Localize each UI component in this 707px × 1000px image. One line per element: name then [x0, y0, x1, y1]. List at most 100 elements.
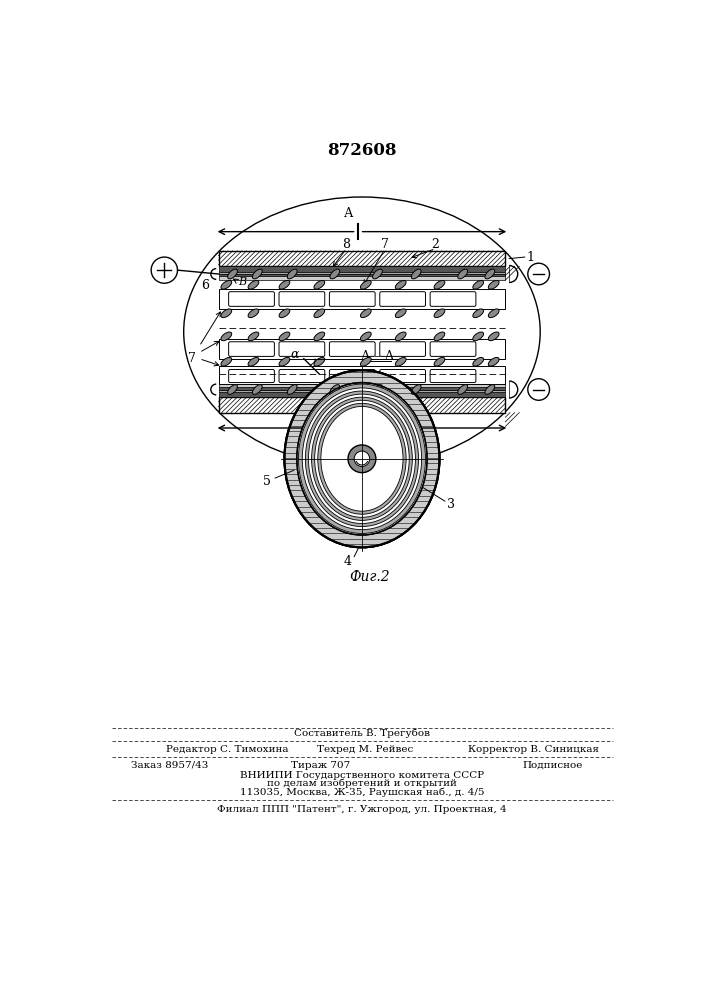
Ellipse shape — [221, 280, 232, 289]
Ellipse shape — [315, 400, 409, 517]
Ellipse shape — [221, 357, 232, 366]
Text: А: А — [344, 207, 354, 220]
Text: ВНИИПИ Государственного комитета СССР: ВНИИПИ Государственного комитета СССР — [240, 771, 484, 780]
Bar — [218, 276, 506, 280]
Ellipse shape — [248, 280, 259, 289]
Ellipse shape — [361, 280, 371, 289]
Ellipse shape — [411, 269, 421, 279]
Ellipse shape — [395, 280, 406, 289]
Bar — [218, 339, 506, 359]
Text: 2: 2 — [432, 238, 440, 251]
Bar — [218, 289, 506, 309]
Bar — [218, 266, 506, 272]
Ellipse shape — [489, 280, 499, 289]
Ellipse shape — [485, 385, 495, 394]
Ellipse shape — [434, 332, 445, 341]
FancyBboxPatch shape — [430, 342, 476, 356]
Text: 4: 4 — [344, 555, 352, 568]
Ellipse shape — [279, 280, 290, 289]
Ellipse shape — [252, 269, 262, 279]
Ellipse shape — [221, 332, 232, 341]
Ellipse shape — [314, 332, 325, 341]
Circle shape — [348, 445, 376, 473]
Ellipse shape — [284, 370, 440, 547]
Text: Редактор С. Тимохина: Редактор С. Тимохина — [166, 745, 288, 754]
Ellipse shape — [314, 357, 325, 366]
Text: Подписное: Подписное — [522, 761, 583, 770]
Ellipse shape — [297, 383, 427, 535]
Text: 7: 7 — [187, 352, 195, 365]
Circle shape — [354, 451, 370, 467]
Ellipse shape — [411, 385, 421, 394]
Ellipse shape — [314, 280, 325, 289]
Ellipse shape — [434, 309, 445, 318]
FancyBboxPatch shape — [228, 342, 274, 356]
Ellipse shape — [489, 332, 499, 341]
Text: А: А — [344, 440, 354, 453]
Ellipse shape — [395, 357, 406, 366]
Text: 3: 3 — [447, 498, 455, 512]
Ellipse shape — [473, 357, 484, 366]
Text: 1: 1 — [526, 251, 534, 264]
FancyBboxPatch shape — [329, 292, 375, 306]
Text: А – А: А – А — [361, 350, 394, 363]
Ellipse shape — [314, 309, 325, 318]
Ellipse shape — [458, 385, 467, 394]
FancyBboxPatch shape — [228, 369, 274, 383]
Text: 872608: 872608 — [327, 142, 397, 159]
Bar — [218, 387, 506, 389]
Ellipse shape — [458, 269, 467, 279]
Bar — [218, 392, 506, 397]
Ellipse shape — [303, 388, 421, 530]
FancyBboxPatch shape — [430, 292, 476, 306]
Ellipse shape — [221, 309, 232, 318]
Text: Заказ 8957/43: Заказ 8957/43 — [131, 761, 209, 770]
Bar — [218, 274, 506, 276]
Ellipse shape — [312, 397, 412, 520]
Ellipse shape — [321, 406, 403, 511]
Text: Филиал ППП "Патент", г. Ужгород, ул. Проектная, 4: Филиал ППП "Патент", г. Ужгород, ул. Про… — [217, 805, 507, 814]
Text: В: В — [238, 277, 246, 287]
Ellipse shape — [287, 385, 297, 394]
Bar — [218, 366, 506, 384]
Ellipse shape — [228, 269, 238, 279]
Text: Тираж 707: Тираж 707 — [291, 761, 351, 770]
Ellipse shape — [361, 332, 371, 341]
Ellipse shape — [305, 391, 419, 527]
Text: ,: , — [361, 435, 366, 449]
Text: Корректор В. Синицкая: Корректор В. Синицкая — [468, 745, 599, 754]
Ellipse shape — [279, 357, 290, 366]
Ellipse shape — [308, 394, 416, 523]
Text: 5: 5 — [264, 475, 271, 488]
FancyBboxPatch shape — [380, 292, 426, 306]
Ellipse shape — [485, 269, 495, 279]
FancyBboxPatch shape — [279, 342, 325, 356]
FancyBboxPatch shape — [279, 292, 325, 306]
Ellipse shape — [279, 332, 290, 341]
Text: 7: 7 — [381, 238, 389, 251]
Ellipse shape — [373, 269, 382, 279]
Ellipse shape — [287, 269, 297, 279]
FancyBboxPatch shape — [430, 369, 476, 383]
Ellipse shape — [434, 357, 445, 366]
Ellipse shape — [317, 403, 406, 514]
Text: по делам изобретений и открытий: по делам изобретений и открытий — [267, 779, 457, 788]
Ellipse shape — [395, 309, 406, 318]
Ellipse shape — [395, 332, 406, 341]
Ellipse shape — [473, 280, 484, 289]
Ellipse shape — [330, 269, 340, 279]
FancyBboxPatch shape — [228, 292, 274, 306]
Ellipse shape — [248, 332, 259, 341]
FancyBboxPatch shape — [329, 369, 375, 383]
Ellipse shape — [248, 357, 259, 366]
Bar — [218, 397, 506, 413]
Ellipse shape — [489, 309, 499, 318]
Text: 6: 6 — [201, 279, 209, 292]
Text: 113035, Москва, Ж-35, Раушская наб., д. 4/5: 113035, Москва, Ж-35, Раушская наб., д. … — [240, 787, 484, 797]
Text: Фиг.2: Фиг.2 — [349, 570, 390, 584]
Ellipse shape — [252, 385, 262, 394]
Ellipse shape — [434, 280, 445, 289]
Ellipse shape — [373, 385, 382, 394]
Bar — [218, 251, 506, 266]
Bar — [218, 272, 506, 274]
